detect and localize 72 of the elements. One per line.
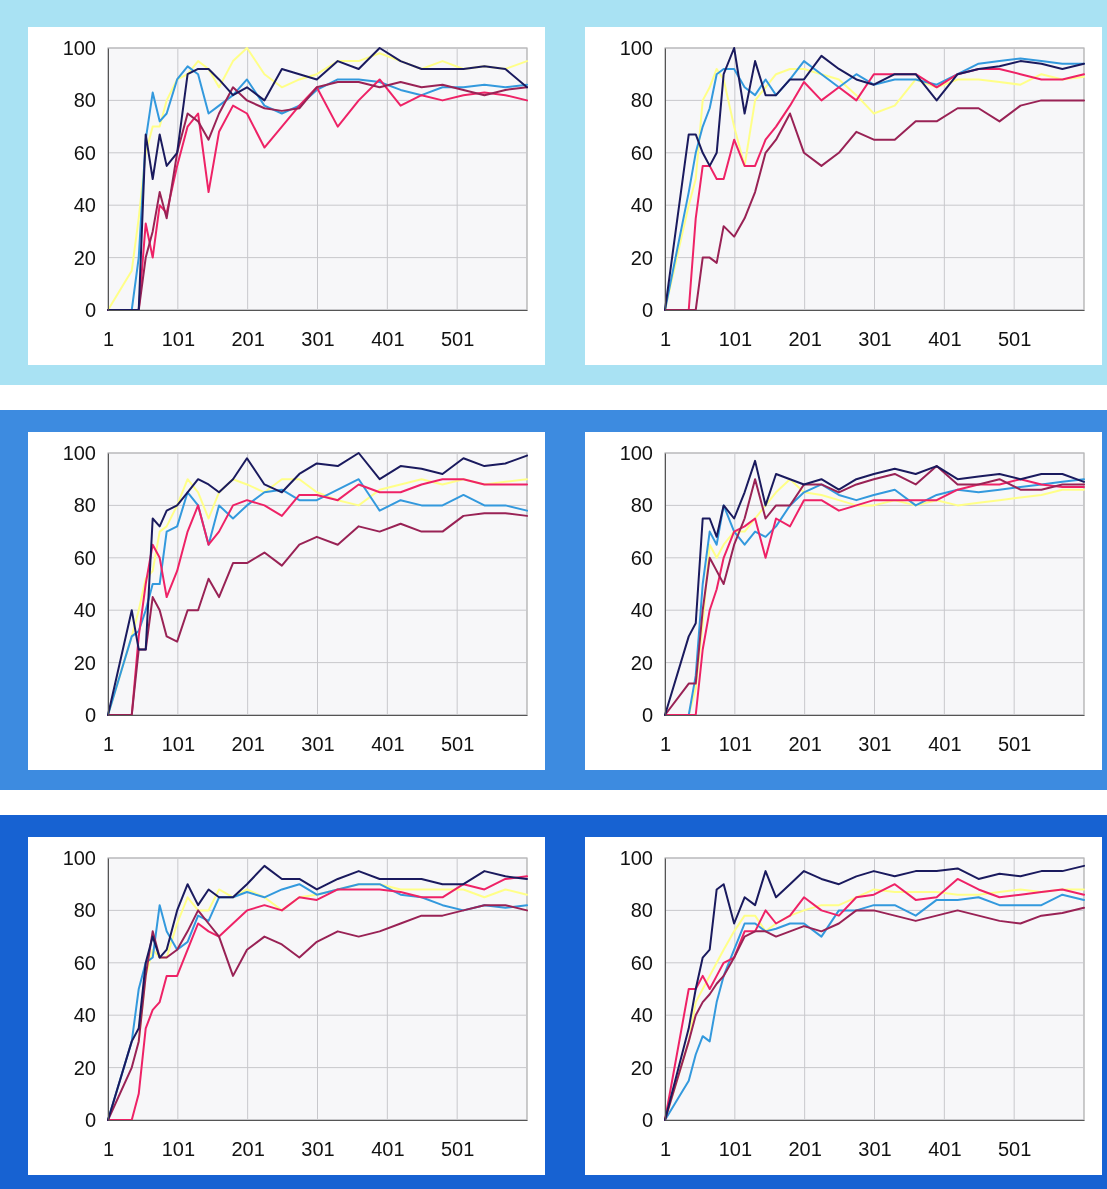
y-tick-label: 0 xyxy=(84,1108,96,1131)
y-tick-label: 0 xyxy=(641,703,653,726)
x-tick-label: 1 xyxy=(102,328,115,351)
y-tick-label: 20 xyxy=(630,1056,653,1079)
x-tick-label: 1 xyxy=(659,328,672,351)
x-tick-label: 501 xyxy=(997,328,1032,351)
y-tick-label: 20 xyxy=(73,1056,96,1079)
x-tick-label: 301 xyxy=(301,1138,335,1161)
y-tick-label: 40 xyxy=(73,194,96,217)
y-tick-label: 80 xyxy=(630,89,653,112)
y-tick-label: 100 xyxy=(62,36,96,59)
x-tick-label: 401 xyxy=(371,733,405,756)
x-tick-label: 101 xyxy=(718,1138,753,1161)
y-tick-label: 40 xyxy=(630,194,653,217)
y-tick-label: 100 xyxy=(619,846,653,869)
x-tick-label: 1 xyxy=(102,733,115,756)
x-tick-label: 401 xyxy=(928,1138,962,1161)
y-tick-label: 80 xyxy=(630,899,653,922)
y-tick-label: 0 xyxy=(84,703,96,726)
x-tick-label: 201 xyxy=(788,733,822,756)
x-tick-label: 501 xyxy=(440,733,475,756)
y-tick-label: 40 xyxy=(630,599,653,622)
y-tick-label: 80 xyxy=(630,494,653,517)
x-tick-label: 101 xyxy=(161,328,196,351)
x-tick-label: 301 xyxy=(858,328,892,351)
x-tick-label: 101 xyxy=(161,733,196,756)
y-tick-label: 100 xyxy=(619,36,653,59)
x-tick-label: 401 xyxy=(928,733,962,756)
y-tick-label: 60 xyxy=(73,951,96,974)
x-tick-label: 501 xyxy=(997,733,1032,756)
x-tick-label: 401 xyxy=(928,328,962,351)
x-tick-label: 501 xyxy=(440,1138,475,1161)
y-tick-label: 20 xyxy=(630,246,653,269)
x-tick-label: 301 xyxy=(858,1138,892,1161)
x-tick-label: 201 xyxy=(231,1138,265,1161)
x-tick-label: 1 xyxy=(659,733,672,756)
x-tick-label: 101 xyxy=(718,733,753,756)
x-tick-label: 201 xyxy=(231,328,265,351)
y-tick-label: 80 xyxy=(73,494,96,517)
y-tick-label: 80 xyxy=(73,89,96,112)
x-tick-label: 401 xyxy=(371,1138,405,1161)
y-tick-label: 20 xyxy=(73,651,96,674)
x-tick-label: 501 xyxy=(440,328,475,351)
y-tick-label: 40 xyxy=(73,599,96,622)
y-tick-label: 60 xyxy=(630,951,653,974)
y-tick-label: 60 xyxy=(630,141,653,164)
y-tick-label: 60 xyxy=(73,141,96,164)
x-tick-label: 401 xyxy=(371,328,405,351)
x-tick-label: 201 xyxy=(788,328,822,351)
y-tick-label: 0 xyxy=(641,1108,653,1131)
x-tick-label: 201 xyxy=(788,1138,822,1161)
y-tick-label: 0 xyxy=(84,298,96,321)
y-tick-label: 20 xyxy=(73,246,96,269)
y-tick-label: 40 xyxy=(73,1004,96,1027)
x-tick-label: 101 xyxy=(161,1138,196,1161)
x-tick-label: 101 xyxy=(718,328,753,351)
x-tick-label: 501 xyxy=(997,1138,1032,1161)
x-tick-label: 301 xyxy=(858,733,892,756)
x-tick-label: 201 xyxy=(231,733,265,756)
y-tick-label: 100 xyxy=(62,846,96,869)
y-tick-label: 60 xyxy=(73,546,96,569)
y-tick-label: 100 xyxy=(62,441,96,464)
x-tick-label: 1 xyxy=(659,1138,672,1161)
y-tick-label: 40 xyxy=(630,1004,653,1027)
x-tick-label: 301 xyxy=(301,733,335,756)
x-tick-label: 301 xyxy=(301,328,335,351)
x-tick-label: 1 xyxy=(102,1138,115,1161)
y-tick-label: 20 xyxy=(630,651,653,674)
y-tick-label: 0 xyxy=(641,298,653,321)
y-tick-label: 100 xyxy=(619,441,653,464)
y-tick-label: 60 xyxy=(630,546,653,569)
y-tick-label: 80 xyxy=(73,899,96,922)
